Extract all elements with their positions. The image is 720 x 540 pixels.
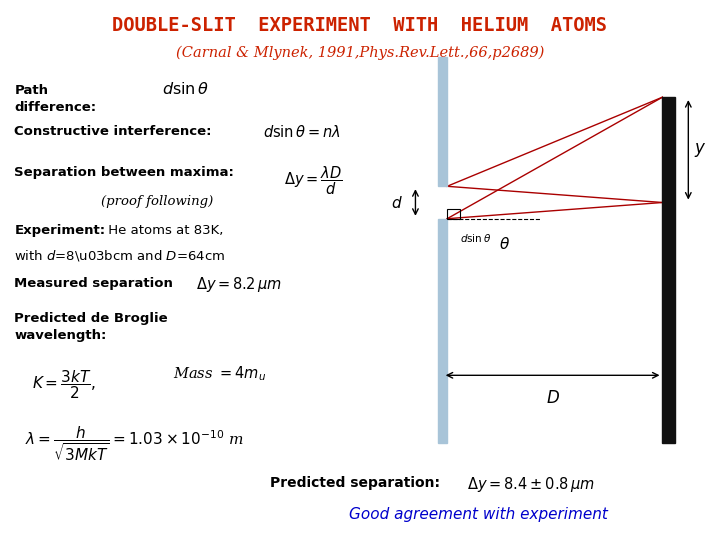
Text: He atoms at 83K,: He atoms at 83K, <box>104 224 224 237</box>
Text: $d\sin\theta$: $d\sin\theta$ <box>162 81 210 98</box>
Text: (proof following): (proof following) <box>101 195 213 208</box>
Text: $D$: $D$ <box>546 390 559 407</box>
Text: Predicted de Broglie
wavelength:: Predicted de Broglie wavelength: <box>14 312 168 342</box>
Text: with $d$=8\u03bcm and $D$=64cm: with $d$=8\u03bcm and $D$=64cm <box>14 248 225 264</box>
Text: DOUBLE-SLIT  EXPERIMENT  WITH  HELIUM  ATOMS: DOUBLE-SLIT EXPERIMENT WITH HELIUM ATOMS <box>112 16 608 35</box>
Text: Good agreement with experiment: Good agreement with experiment <box>349 507 608 522</box>
Text: $d\sin\theta$: $d\sin\theta$ <box>459 232 491 244</box>
Text: Measured separation: Measured separation <box>14 277 174 290</box>
Text: $\Delta y = 8.4 \pm 0.8\,\mu m$: $\Delta y = 8.4 \pm 0.8\,\mu m$ <box>467 475 594 494</box>
Bar <box>438 219 447 443</box>
Text: Constructive interference:: Constructive interference: <box>14 125 212 138</box>
Text: $\Delta y = 8.2\,\mu m$: $\Delta y = 8.2\,\mu m$ <box>196 275 282 294</box>
Text: $y$: $y$ <box>694 141 706 159</box>
Text: (Carnal & Mlynek, 1991,Phys.Rev.Lett.,66,p2689): (Carnal & Mlynek, 1991,Phys.Rev.Lett.,66… <box>176 46 544 60</box>
Text: $K = \dfrac{3kT}{2},$: $K = \dfrac{3kT}{2},$ <box>32 368 96 401</box>
Text: Experiment:: Experiment: <box>14 224 106 237</box>
Bar <box>447 209 460 219</box>
Text: Separation between maxima:: Separation between maxima: <box>14 166 234 179</box>
Text: $d$: $d$ <box>391 194 402 211</box>
Text: $\lambda = \dfrac{h}{\sqrt{3MkT}} = 1.03 \times 10^{-10}$ m: $\lambda = \dfrac{h}{\sqrt{3MkT}} = 1.03… <box>25 424 244 463</box>
Bar <box>438 57 447 186</box>
Text: $\theta$: $\theta$ <box>499 236 510 252</box>
Text: Predicted separation:: Predicted separation: <box>270 476 440 490</box>
Text: $d\sin\theta = n\lambda$: $d\sin\theta = n\lambda$ <box>263 124 341 140</box>
Text: Path
difference:: Path difference: <box>14 84 96 114</box>
Text: $\Delta y = \dfrac{\lambda D}{d}$: $\Delta y = \dfrac{\lambda D}{d}$ <box>284 165 343 197</box>
Bar <box>662 97 675 443</box>
Text: Mass $= 4m_u$: Mass $= 4m_u$ <box>173 364 266 383</box>
